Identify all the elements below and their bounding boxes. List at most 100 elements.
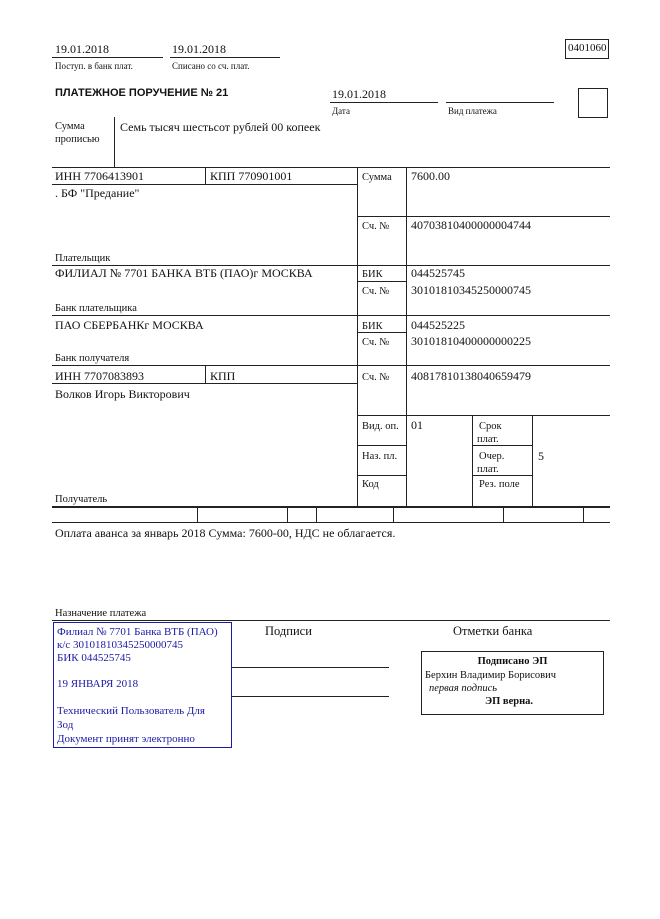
payee-account-label: Сч. № [362, 372, 390, 383]
received-label: Поступ. в банк плат. [55, 61, 133, 71]
purpose-code-label: Наз. пл. [362, 451, 398, 462]
divider [52, 315, 610, 316]
amount-words-label: Сумма [55, 121, 85, 132]
payer-bank-account: 30101810345250000745 [411, 283, 531, 297]
payee-bank-name: ПАО СБЕРБАНКг МОСКВА [55, 318, 204, 332]
divider [52, 620, 610, 621]
payee-inn: ИНН 7707083893 [55, 369, 144, 383]
divider [357, 445, 406, 446]
form-code: 0401060 [568, 42, 607, 54]
divider [472, 445, 532, 446]
divider [532, 415, 533, 507]
divider [52, 167, 610, 168]
divider [205, 167, 206, 184]
divider [357, 167, 358, 507]
divider [357, 281, 406, 282]
payee-name: Волков Игорь Викторович [55, 387, 190, 401]
esign-title: Подписано ЭП [477, 656, 548, 667]
code-label: Код [362, 479, 379, 490]
payer-bank-bik-label: БИК [362, 269, 383, 280]
signature-line [232, 667, 389, 668]
stamp-line: БИК 044525745 [57, 652, 131, 664]
payee-kpp: КПП [210, 369, 236, 383]
signatures-label: Подписи [265, 624, 312, 638]
received-date: 19.01.2018 [55, 42, 109, 56]
payee-label: Получатель [55, 494, 108, 505]
order-date: 19.01.2018 [332, 87, 386, 101]
signature-line [232, 696, 389, 697]
divider [357, 332, 406, 333]
divider [287, 507, 288, 522]
payee-bank-bik: 044525225 [411, 318, 465, 332]
payer-label: Плательщик [55, 253, 111, 264]
op-type-label: Вид. оп. [362, 421, 399, 432]
page-title: ПЛАТЕЖНОЕ ПОРУЧЕНИЕ № 21 [55, 87, 229, 99]
divider [170, 57, 280, 58]
divider [357, 475, 406, 476]
payee-bank-account-label: Сч. № [362, 337, 390, 348]
divider [197, 507, 198, 522]
divider [52, 383, 357, 384]
stamp-line: Филиал № 7701 Банка ВТБ (ПАО) [57, 626, 218, 638]
divider [114, 117, 115, 167]
esign-signer: Берхин Владимир Борисович [425, 670, 556, 681]
amount-words: Семь тысяч шестьсот рублей 00 копеек [120, 120, 321, 134]
payment-type-box [578, 88, 608, 118]
op-type: 01 [411, 418, 423, 432]
payee-bank-account: 30101810400000000225 [411, 334, 531, 348]
stamp-line: к/с 30101810345250000745 [57, 639, 184, 651]
priority: 5 [538, 449, 544, 463]
reserve-label: Рез. поле [479, 479, 520, 490]
payment-type-label: Вид платежа [448, 106, 497, 116]
divider [330, 102, 438, 103]
bank-marks-label: Отметки банка [453, 624, 533, 638]
payee-bank-bik-label: БИК [362, 321, 383, 332]
payer-inn: ИНН 7706413901 [55, 169, 144, 183]
payer-name: . БФ "Предание" [55, 186, 140, 200]
stamp-line: Технический Пользователь Для [57, 705, 205, 717]
divider [205, 365, 206, 383]
divider [503, 507, 504, 522]
sum-label: Сумма [362, 172, 392, 183]
priority-label-2: плат. [477, 464, 499, 475]
divider [472, 415, 473, 507]
payer-kpp: КПП 770901001 [210, 169, 293, 183]
form-code-box: 0401060 [565, 39, 609, 59]
divider [316, 507, 317, 522]
amount-words-label-2: прописью [55, 134, 100, 145]
term-label-2: плат. [477, 434, 499, 445]
stamp-line: 19 ЯНВАРЯ 2018 [57, 678, 139, 690]
divider [52, 265, 610, 266]
term-label: Срок [479, 421, 502, 432]
payer-account: 40703810400000004744 [411, 218, 531, 232]
payer-bank-name: ФИЛИАЛ № 7701 БАНКА ВТБ (ПАО)г МОСКВА [55, 266, 313, 280]
date-label: Дата [332, 106, 350, 116]
purpose-text: Оплата аванса за январь 2018 Сумма: 7600… [55, 526, 396, 540]
divider [52, 184, 357, 185]
esign-role: первая подпись [429, 683, 498, 694]
payee-bank-label: Банк получателя [55, 353, 130, 364]
divider [52, 365, 610, 366]
payer-bank-bik: 044525745 [411, 266, 465, 280]
stamp-line: Зод [57, 719, 74, 731]
payer-account-label: Сч. № [362, 221, 390, 232]
priority-label: Очер. [479, 451, 505, 462]
bank-stamp: Филиал № 7701 Банка ВТБ (ПАО) к/с 301018… [53, 622, 232, 748]
esign-box: Подписано ЭП Берхин Владимир Борисович п… [421, 651, 604, 715]
sum-value: 7600.00 [411, 169, 450, 183]
divider [406, 167, 407, 507]
debited-date: 19.01.2018 [172, 42, 226, 56]
divider [472, 475, 532, 476]
divider [52, 522, 610, 523]
payer-bank-label: Банк плательщика [55, 303, 137, 314]
payee-account: 40817810138040659479 [411, 369, 531, 383]
divider [52, 57, 163, 58]
divider [357, 415, 610, 416]
purpose-label: Назначение платежа [55, 608, 147, 619]
payer-bank-account-label: Сч. № [362, 286, 390, 297]
divider [583, 507, 584, 522]
divider [357, 216, 610, 217]
stamp-line: Документ принят электронно [57, 733, 195, 745]
divider [393, 507, 394, 522]
